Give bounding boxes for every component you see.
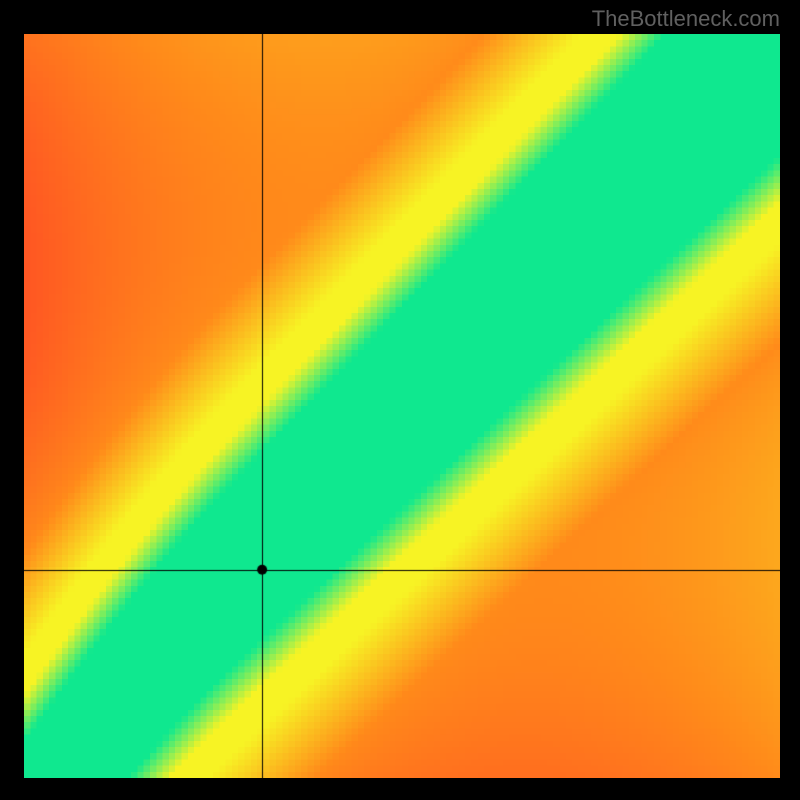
chart-container: { "watermark": { "text": "TheBottleneck.…: [0, 0, 800, 800]
bottleneck-heatmap: [24, 34, 780, 778]
watermark-text: TheBottleneck.com: [592, 6, 780, 32]
